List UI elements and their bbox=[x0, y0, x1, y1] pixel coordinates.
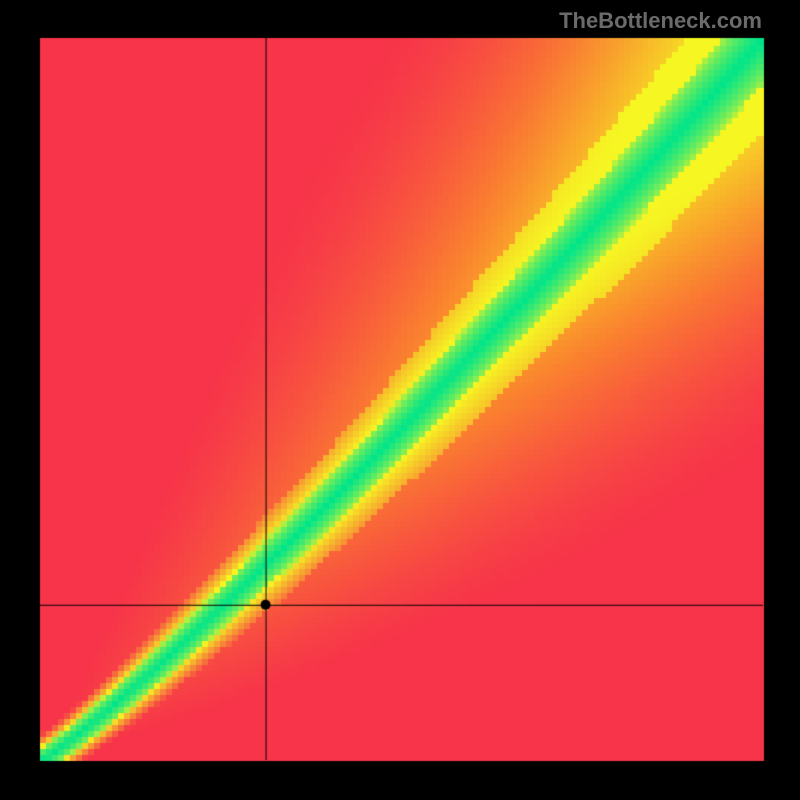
chart-frame: TheBottleneck.com bbox=[0, 0, 800, 800]
watermark-text: TheBottleneck.com bbox=[559, 8, 762, 34]
bottleneck-heatmap-canvas bbox=[0, 0, 800, 800]
